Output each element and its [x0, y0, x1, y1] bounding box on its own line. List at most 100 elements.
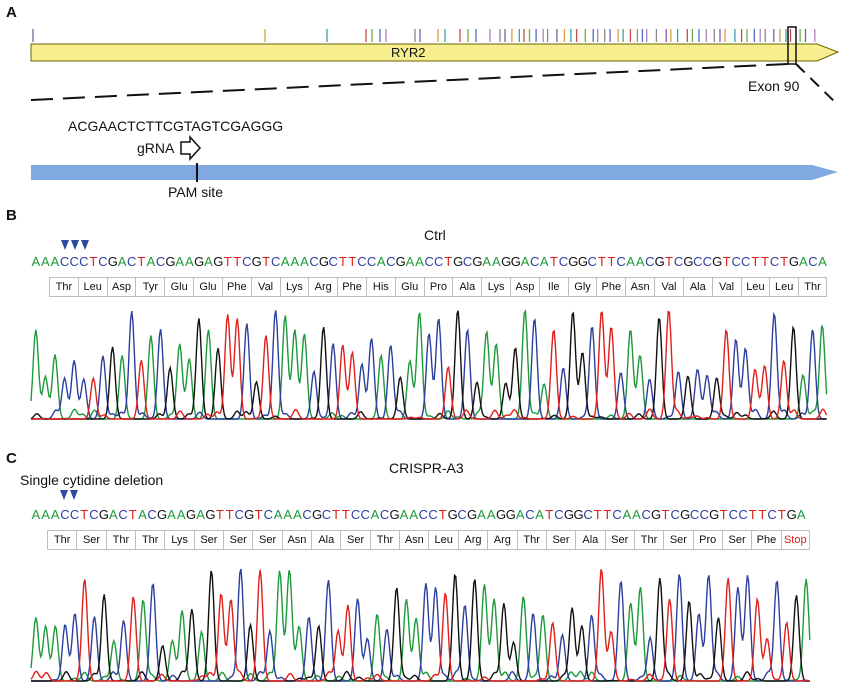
- amino-acid-cell: Thr: [798, 278, 827, 296]
- sequence-base: G: [194, 254, 205, 269]
- amino-acid-cell: Arg: [457, 531, 487, 549]
- sequence-base: C: [98, 254, 108, 269]
- trace-line-C: [31, 568, 810, 682]
- sequence-base: A: [818, 254, 827, 269]
- exon-90-box: [787, 26, 797, 65]
- sequence-base: G: [165, 254, 176, 269]
- amino-acid-cell: Glu: [394, 278, 424, 296]
- trace-line-T: [31, 310, 828, 420]
- zoom-line-right: [795, 63, 839, 106]
- sequence-base: T: [137, 254, 146, 269]
- amino-acid-cell: Asn: [281, 531, 311, 549]
- sequence-base: C: [118, 507, 128, 522]
- sequence-base: A: [176, 507, 186, 522]
- sequence-base: C: [645, 254, 655, 269]
- sequence-base: G: [447, 507, 458, 522]
- amino-acid-cell: Asp: [106, 278, 136, 296]
- sequence-base: A: [50, 254, 60, 269]
- sequence-base: T: [254, 507, 263, 522]
- sequence-base: G: [683, 254, 694, 269]
- amino-acid-cell: Val: [711, 278, 741, 296]
- sequence-base: C: [731, 254, 741, 269]
- amino-acid-cell: Thr: [516, 531, 546, 549]
- sequence-base: A: [117, 254, 127, 269]
- amino-acid-cell: Val: [654, 278, 683, 296]
- amino-acid-cell: Ser: [604, 531, 634, 549]
- sequence-base: T: [348, 254, 357, 269]
- sequence-base: C: [741, 254, 751, 269]
- sequence-base: T: [607, 254, 616, 269]
- sequence-base: A: [41, 254, 50, 269]
- sequence-base: C: [302, 507, 312, 522]
- trace-line-T: [30, 569, 810, 682]
- sequence-base: A: [405, 254, 415, 269]
- sequence-base: A: [415, 254, 424, 269]
- sequence-base: A: [138, 507, 147, 522]
- sequence-base: A: [204, 254, 213, 269]
- panel-letter-c: C: [6, 450, 17, 467]
- sequence-base: A: [31, 507, 41, 522]
- sequence-base: A: [635, 254, 645, 269]
- amino-acid-cell: Asp: [510, 278, 539, 296]
- sequence-base: G: [389, 507, 400, 522]
- sequence-base: A: [146, 254, 156, 269]
- sequence-base: G: [186, 507, 197, 522]
- sequence-base: A: [477, 507, 486, 522]
- sequence-base: T: [719, 507, 728, 522]
- sequence-base: G: [501, 254, 512, 269]
- sequence-base: A: [196, 507, 205, 522]
- sequence-base: G: [577, 254, 588, 269]
- sequence-base: G: [496, 507, 507, 522]
- sequence-base: G: [244, 507, 255, 522]
- sequence-base: T: [603, 507, 612, 522]
- amino-acid-cell: Leu: [77, 278, 107, 296]
- sequence-base: T: [225, 507, 234, 522]
- amino-acid-cell: Ala: [452, 278, 481, 296]
- sequence-base: T: [780, 254, 789, 269]
- sequence-base: G: [654, 254, 665, 269]
- amino-acid-cell: Lys: [481, 278, 510, 296]
- sequence-base: A: [491, 254, 501, 269]
- sequence-base: G: [205, 507, 216, 522]
- sequence-base: A: [280, 254, 290, 269]
- deletion-markers-b: [61, 240, 89, 250]
- sequence-base: C: [321, 507, 332, 522]
- sequence-base: C: [554, 507, 564, 522]
- sequence-base: C: [270, 254, 281, 269]
- sequence-base: C: [587, 254, 597, 269]
- amino-acid-cell: Pro: [692, 531, 722, 549]
- sequence-base: C: [59, 254, 70, 269]
- sequence-base: C: [242, 254, 252, 269]
- amino-acid-cell: Thr: [47, 531, 76, 549]
- sequence-base: C: [379, 507, 390, 522]
- sequence-base: A: [622, 507, 632, 522]
- sequence-base: C: [616, 254, 626, 269]
- grna-sequence: ACGAACTCTTCGTAGTCGAGGG: [68, 118, 284, 134]
- amino-acid-cell: Asn: [625, 278, 654, 296]
- sequence-base: T: [444, 254, 453, 269]
- sequence-base: C: [673, 254, 684, 269]
- amino-acid-cell: Phe: [337, 278, 366, 296]
- sequence-base: G: [786, 507, 797, 522]
- amino-acid-cell: Ile: [538, 278, 568, 296]
- amino-acid-cell: Phe: [221, 278, 251, 296]
- sequence-base: A: [283, 507, 293, 522]
- sequence-base: G: [788, 254, 800, 269]
- amino-acid-cell: Ser: [223, 531, 252, 549]
- sequence-base: T: [215, 507, 224, 522]
- crispr-title: CRISPR-A3: [389, 460, 464, 476]
- sequence-base: A: [482, 254, 492, 269]
- amino-acid-cell: Val: [250, 278, 280, 296]
- sequence-base: C: [418, 507, 429, 522]
- sequence-base: G: [680, 507, 691, 522]
- sequence-base: T: [661, 507, 670, 522]
- gene-arrow: [30, 43, 840, 62]
- sequence-base: C: [428, 507, 438, 522]
- sequence-base: T: [332, 507, 341, 522]
- sequence-base: C: [558, 254, 569, 269]
- sequence-base: C: [434, 254, 444, 269]
- variant-ticks: [32, 29, 816, 42]
- amino-acid-cell: Ser: [340, 531, 369, 549]
- sequence-base: A: [290, 254, 300, 269]
- ctrl-title: Ctrl: [424, 227, 446, 243]
